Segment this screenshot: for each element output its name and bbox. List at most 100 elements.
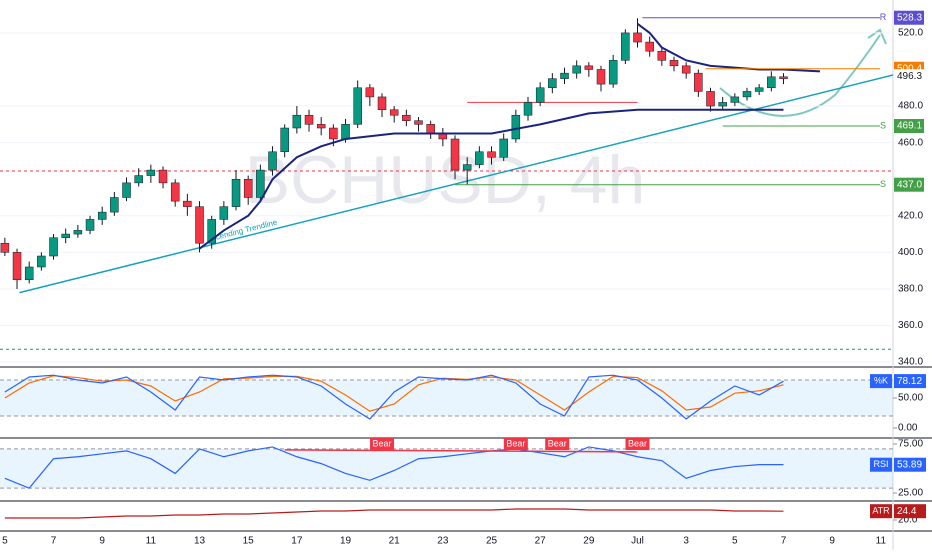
y-tick-label: 25.00 bbox=[898, 488, 923, 499]
candle-body bbox=[37, 255, 46, 268]
signal-box bbox=[625, 438, 650, 450]
price-label-box bbox=[894, 10, 924, 25]
level-tag: S bbox=[880, 179, 886, 189]
candle-body bbox=[718, 102, 727, 107]
candle-body bbox=[329, 127, 338, 140]
candle-body bbox=[73, 230, 83, 235]
candle-body bbox=[316, 124, 326, 129]
candle-body bbox=[560, 72, 569, 79]
candle-body bbox=[475, 151, 484, 165]
indicator-value: 24.4 bbox=[897, 506, 917, 517]
x-tick-label: 3 bbox=[683, 536, 689, 547]
x-tick-label: 9 bbox=[99, 536, 105, 547]
indicator-value-box bbox=[894, 457, 926, 472]
level-tag: S bbox=[880, 120, 886, 130]
indicator-line bbox=[4, 374, 784, 420]
x-tick-label: Jul bbox=[631, 536, 644, 547]
candle-body bbox=[645, 41, 654, 52]
indicator-value: 78.12 bbox=[897, 376, 922, 387]
candle-body bbox=[694, 72, 703, 92]
x-tick-label: 23 bbox=[437, 536, 449, 547]
moving-average bbox=[198, 108, 784, 250]
x-tick-label: 9 bbox=[829, 536, 835, 547]
candle-body bbox=[572, 65, 581, 74]
candle-body bbox=[730, 96, 740, 103]
x-tick-label: 21 bbox=[389, 536, 401, 547]
candle-body bbox=[548, 78, 557, 89]
candle-body bbox=[499, 138, 508, 158]
candle-body bbox=[621, 32, 630, 61]
signal-box bbox=[545, 438, 570, 450]
candle-body bbox=[292, 114, 302, 129]
candle-body bbox=[353, 87, 362, 125]
candle-body bbox=[134, 175, 143, 184]
candle-body bbox=[12, 252, 22, 281]
y-tick-label: 380.0 bbox=[898, 284, 923, 295]
x-tick-label: 29 bbox=[583, 536, 595, 547]
candle-body bbox=[633, 32, 642, 43]
candle-body bbox=[414, 120, 423, 125]
candle-body bbox=[243, 178, 253, 198]
candle-body bbox=[158, 169, 168, 184]
y-tick-label: 360.0 bbox=[898, 320, 923, 331]
candle-body bbox=[389, 109, 399, 116]
level-tag: R bbox=[880, 12, 887, 22]
candle-body bbox=[365, 87, 375, 98]
y-tick-label: 340.0 bbox=[898, 357, 923, 368]
indicator-name: ATR bbox=[872, 506, 890, 516]
x-tick-label: 5 bbox=[732, 536, 738, 547]
y-tick-label: 20.0 bbox=[898, 515, 918, 526]
x-tick-label: 7 bbox=[51, 536, 57, 547]
x-tick-label: 5 bbox=[2, 536, 8, 547]
candle-body bbox=[450, 138, 460, 171]
trendline bbox=[19, 74, 894, 294]
x-tick-label: 15 bbox=[243, 536, 255, 547]
x-tick-label: 13 bbox=[194, 536, 206, 547]
candle-body bbox=[341, 124, 350, 140]
candle-body bbox=[402, 114, 411, 121]
candle-body bbox=[706, 91, 715, 107]
candle-body bbox=[0, 242, 10, 253]
price-label: 528.3 bbox=[897, 12, 922, 23]
y-tick-label: 50.00 bbox=[898, 393, 923, 404]
candle-body bbox=[207, 219, 216, 244]
indicator-value-box bbox=[870, 504, 892, 519]
divergence-line bbox=[284, 449, 638, 453]
candle-body bbox=[767, 76, 776, 89]
indicator-band bbox=[0, 379, 893, 416]
candle-body bbox=[779, 76, 788, 79]
indicator-value-box bbox=[870, 457, 892, 472]
projection-arrow bbox=[719, 34, 881, 117]
indicator-line bbox=[4, 508, 784, 519]
candle-body bbox=[487, 151, 496, 158]
candle-body bbox=[61, 233, 70, 238]
y-tick-label: 520.0 bbox=[898, 28, 923, 39]
current-price-label: 496.3 bbox=[897, 71, 922, 82]
candle-body bbox=[183, 200, 192, 207]
signal-box bbox=[503, 438, 528, 450]
candle-body bbox=[511, 114, 521, 140]
price-label-box bbox=[894, 118, 924, 133]
price-label-box bbox=[894, 177, 924, 192]
x-tick-label: 27 bbox=[535, 536, 547, 547]
candle-body bbox=[256, 169, 265, 198]
y-tick-label: 420.0 bbox=[898, 210, 923, 221]
indicator-band bbox=[0, 448, 893, 489]
signal-label: Bear bbox=[548, 438, 567, 448]
indicator-line bbox=[4, 446, 784, 489]
indicator-value-box bbox=[894, 374, 926, 389]
candle-body bbox=[231, 178, 241, 207]
indicator-value-box bbox=[894, 504, 926, 519]
candle-body bbox=[219, 206, 229, 220]
x-tick-label: 19 bbox=[340, 536, 352, 547]
price-label: 437.0 bbox=[897, 179, 922, 190]
y-tick-label: 75.00 bbox=[898, 439, 923, 450]
signal-label: Bear bbox=[628, 438, 647, 448]
x-tick-label: 11 bbox=[146, 536, 157, 547]
watermark: BCHUSD, 4h bbox=[245, 142, 646, 218]
candle-body bbox=[268, 151, 277, 171]
signal-box bbox=[370, 438, 395, 450]
candle-body bbox=[170, 182, 180, 202]
